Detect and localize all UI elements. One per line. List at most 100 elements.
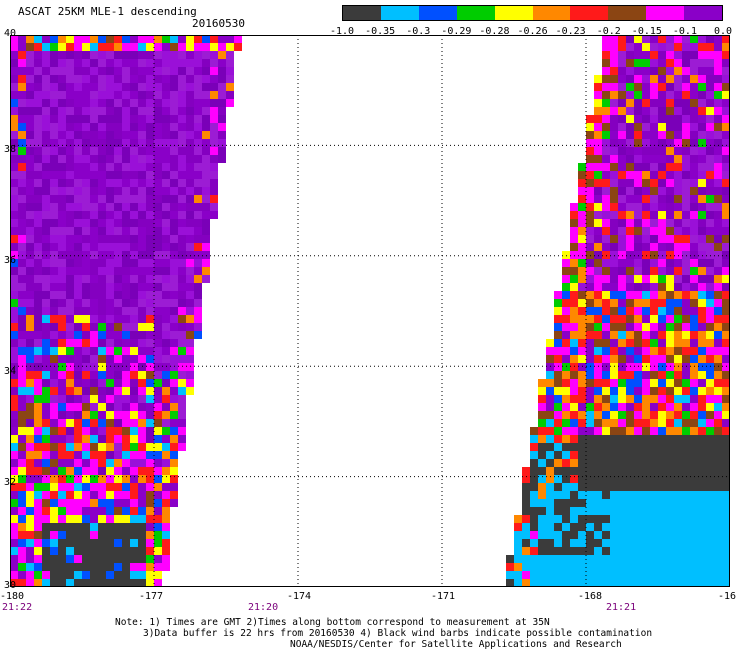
data-cell xyxy=(178,219,186,227)
data-cell xyxy=(626,467,634,475)
data-cells xyxy=(10,35,730,587)
data-cell xyxy=(98,459,106,467)
data-cell xyxy=(50,179,58,187)
data-cell xyxy=(146,179,154,187)
data-cell xyxy=(18,523,26,531)
data-cell xyxy=(546,547,554,555)
data-cell xyxy=(650,395,658,403)
data-cell xyxy=(602,131,610,139)
data-cell xyxy=(114,43,122,51)
data-cell xyxy=(82,547,90,555)
data-cell xyxy=(554,443,562,451)
data-cell xyxy=(130,291,138,299)
data-cell xyxy=(122,275,130,283)
data-cell xyxy=(194,251,202,259)
data-cell xyxy=(106,467,114,475)
data-cell xyxy=(210,163,218,171)
data-cell xyxy=(698,179,706,187)
data-cell xyxy=(130,315,138,323)
data-cell xyxy=(626,395,634,403)
data-cell xyxy=(66,563,74,571)
data-cell xyxy=(26,219,34,227)
data-cell xyxy=(714,131,722,139)
data-cell xyxy=(690,563,698,571)
data-cell xyxy=(634,419,642,427)
data-cell xyxy=(642,507,650,515)
data-cell xyxy=(706,163,714,171)
data-cell xyxy=(18,179,26,187)
data-cell xyxy=(122,443,130,451)
data-cell xyxy=(74,339,82,347)
data-cell xyxy=(682,523,690,531)
data-cell xyxy=(66,59,74,67)
data-cell xyxy=(98,203,106,211)
data-cell xyxy=(706,267,714,275)
data-cell xyxy=(98,267,106,275)
data-cell xyxy=(194,179,202,187)
data-cell xyxy=(154,259,162,267)
data-cell xyxy=(138,491,146,499)
data-cell xyxy=(602,499,610,507)
data-cell xyxy=(34,451,42,459)
data-cell xyxy=(194,235,202,243)
data-cell xyxy=(514,531,522,539)
data-cell xyxy=(130,139,138,147)
data-cell xyxy=(138,435,146,443)
data-cell xyxy=(194,83,202,91)
data-cell xyxy=(714,395,722,403)
data-cell xyxy=(194,75,202,83)
data-cell xyxy=(74,275,82,283)
data-cell xyxy=(170,283,178,291)
data-cell xyxy=(74,451,82,459)
data-cell xyxy=(570,531,578,539)
data-cell xyxy=(722,227,730,235)
data-cell xyxy=(178,155,186,163)
data-cell xyxy=(186,355,194,363)
data-cell xyxy=(122,99,130,107)
data-cell xyxy=(26,435,34,443)
data-cell xyxy=(162,115,170,123)
data-cell xyxy=(194,243,202,251)
data-cell xyxy=(722,67,730,75)
data-cell xyxy=(554,387,562,395)
data-cell xyxy=(122,291,130,299)
data-cell xyxy=(538,483,546,491)
data-cell xyxy=(674,459,682,467)
lon-label-180: -180 xyxy=(0,591,25,602)
data-cell xyxy=(602,555,610,563)
data-cell xyxy=(610,115,618,123)
data-cell xyxy=(706,195,714,203)
data-cell xyxy=(66,195,74,203)
data-cell xyxy=(10,147,18,155)
data-cell xyxy=(554,507,562,515)
data-cell xyxy=(202,211,210,219)
data-cell xyxy=(586,283,594,291)
data-cell xyxy=(610,291,618,299)
data-cell xyxy=(82,315,90,323)
data-cell xyxy=(170,363,178,371)
data-cell xyxy=(74,347,82,355)
data-cell xyxy=(50,259,58,267)
data-cell xyxy=(50,467,58,475)
data-cell xyxy=(602,267,610,275)
data-cell xyxy=(618,275,626,283)
data-cell xyxy=(26,339,34,347)
data-cell xyxy=(674,531,682,539)
data-cell xyxy=(122,187,130,195)
data-cell xyxy=(674,323,682,331)
data-cell xyxy=(42,507,50,515)
data-cell xyxy=(650,243,658,251)
data-cell xyxy=(26,579,34,587)
data-cell xyxy=(658,523,666,531)
data-cell xyxy=(546,379,554,387)
data-cell xyxy=(522,467,530,475)
data-cell xyxy=(578,451,586,459)
data-cell xyxy=(10,419,18,427)
data-cell xyxy=(674,147,682,155)
data-cell xyxy=(698,123,706,131)
data-cell xyxy=(130,467,138,475)
data-cell xyxy=(138,227,146,235)
data-cell xyxy=(154,531,162,539)
data-cell xyxy=(10,51,18,59)
data-cell xyxy=(178,51,186,59)
